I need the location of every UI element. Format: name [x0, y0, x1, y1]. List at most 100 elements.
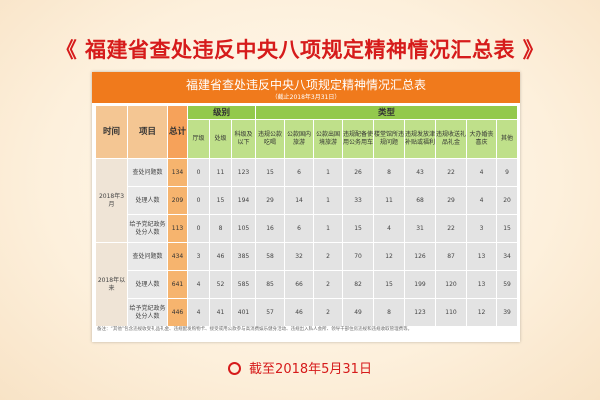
type-cell: 49 — [342, 298, 375, 327]
column-header-row: 厅级 处级 科级及以下 违规公款吃喝 公款国内旅游 公款出国境旅游 违规配备使用… — [96, 119, 519, 159]
total-cell: 434 — [167, 242, 188, 271]
type-cell: 120 — [435, 270, 468, 299]
header-type-allowances: 违规发放津补贴或福利 — [404, 119, 437, 159]
type-cell: 11 — [373, 186, 406, 215]
type-cell: 126 — [404, 242, 437, 271]
type-cell: 22 — [435, 214, 468, 243]
type-cell: 12 — [373, 242, 406, 271]
level-cell: 0 — [187, 158, 210, 187]
type-cell: 199 — [404, 270, 437, 299]
level-cell: 3 — [187, 242, 210, 271]
type-cell: 46 — [284, 298, 315, 327]
header-type-dining: 违规公款吃喝 — [255, 119, 286, 159]
type-cell: 26 — [342, 158, 375, 187]
type-cell: 39 — [496, 298, 519, 327]
level-cell: 52 — [209, 270, 232, 299]
item-cell: 查处问题数 — [127, 242, 168, 271]
type-cell: 13 — [466, 270, 498, 299]
level-cell: 194 — [230, 186, 257, 215]
total-cell: 446 — [167, 298, 188, 327]
type-cell: 29 — [255, 186, 286, 215]
header-level-group: 级别 — [186, 105, 257, 120]
type-cell: 16 — [255, 214, 286, 243]
level-cell: 4 — [187, 298, 210, 327]
type-cell: 4 — [466, 186, 498, 215]
type-cell: 22 — [435, 158, 468, 187]
item-cell: 给予党纪政务处分人数 — [127, 298, 168, 327]
type-cell: 3 — [466, 214, 498, 243]
type-cell: 2 — [313, 298, 344, 327]
header-type-gifts: 违规收送礼品礼金 — [435, 119, 468, 159]
type-cell: 29 — [435, 186, 468, 215]
level-cell: 585 — [230, 270, 257, 299]
summary-card: 福建省查处违反中央八项规定精神情况汇总表 （截止2018年3月31日） 时间 项… — [92, 72, 520, 342]
type-cell: 12 — [466, 298, 498, 327]
header-type-ceremonies: 大办婚丧喜庆 — [466, 119, 498, 159]
type-cell: 123 — [404, 298, 437, 327]
headline: 《 福建省查处违反中央八项规定精神情况汇总表 》 — [55, 38, 545, 62]
type-cell: 6 — [284, 214, 315, 243]
header-level-chu: 处级 — [209, 119, 232, 159]
type-cell: 85 — [255, 270, 286, 299]
table-row: 处理人数 209 0 15 194 29 14 1 33 11 68 29 4 … — [96, 186, 519, 215]
item-cell: 处理人数 — [127, 270, 168, 299]
type-cell: 68 — [404, 186, 437, 215]
circle-icon — [228, 362, 242, 375]
header-time: 时间 — [95, 105, 128, 159]
type-cell: 2 — [313, 242, 344, 271]
header-type-overseas-travel: 公款出国境旅游 — [313, 119, 344, 159]
type-cell: 1 — [313, 158, 344, 187]
table-row: 2018年3月 查处问题数 134 0 11 123 15 6 1 26 8 4… — [95, 158, 519, 243]
type-cell: 2 — [313, 270, 344, 299]
type-cell: 87 — [435, 242, 468, 271]
level-cell: 4 — [187, 270, 210, 299]
level-cell: 0 — [187, 186, 210, 215]
type-cell: 13 — [466, 242, 498, 271]
header-type-group: 类型 — [255, 105, 519, 120]
header-level-ke: 科级及以下 — [230, 119, 257, 159]
type-cell: 15 — [255, 158, 286, 187]
type-cell: 6 — [284, 158, 315, 187]
type-cell: 8 — [373, 298, 406, 327]
header-type-domestic-travel: 公款国内旅游 — [284, 119, 315, 159]
footer-date-line: 截至2018年5月31日 — [0, 358, 600, 377]
type-cell: 20 — [496, 186, 519, 215]
header-level-ting: 厅级 — [187, 119, 210, 159]
type-cell: 66 — [284, 270, 315, 299]
type-cell: 82 — [342, 270, 375, 299]
type-cell: 14 — [284, 186, 315, 215]
type-cell: 4 — [466, 158, 498, 187]
type-cell: 15 — [373, 270, 406, 299]
footer-date: 截至2018年5月31日 — [249, 362, 372, 377]
table-row: 给予党纪政务处分人数 113 0 8 105 16 6 1 15 4 31 22… — [96, 214, 519, 243]
card-title: 福建省查处违反中央八项规定精神情况汇总表 — [185, 78, 426, 92]
header-total: 总计 — [167, 105, 188, 159]
header-type-other: 其他 — [496, 119, 519, 159]
type-cell: 15 — [342, 214, 375, 243]
type-cell: 33 — [342, 186, 375, 215]
table-note: 备注：“其他”包含违规收受礼品礼金、违规配发购物卡、接受或用公款参与高消费娱乐健… — [97, 327, 413, 332]
level-cell: 385 — [230, 242, 257, 271]
type-cell: 59 — [496, 270, 519, 299]
total-cell: 641 — [167, 270, 188, 299]
level-cell: 0 — [187, 214, 210, 243]
type-cell: 1 — [313, 186, 344, 215]
type-cell: 34 — [496, 242, 519, 271]
type-cell: 70 — [342, 242, 375, 271]
type-cell: 43 — [404, 158, 437, 187]
level-cell: 8 — [209, 214, 232, 243]
card-subtitle: （截止2018年3月31日） — [271, 94, 341, 101]
card-header: 福建省查处违反中央八项规定精神情况汇总表 （截止2018年3月31日） — [92, 72, 520, 103]
level-cell: 46 — [209, 242, 232, 271]
type-cell: 57 — [255, 298, 286, 327]
item-cell: 处理人数 — [127, 186, 168, 215]
level-cell: 15 — [209, 186, 232, 215]
time-cell: 2018年3月 — [95, 158, 128, 243]
header-type-buildings: 楼堂馆所违规问题 — [373, 119, 406, 159]
time-cell: 2018年以来 — [95, 242, 128, 327]
level-cell: 11 — [209, 158, 232, 187]
total-cell: 113 — [167, 214, 188, 243]
level-cell: 123 — [230, 158, 257, 187]
level-cell: 41 — [209, 298, 232, 327]
type-cell: 32 — [284, 242, 315, 271]
